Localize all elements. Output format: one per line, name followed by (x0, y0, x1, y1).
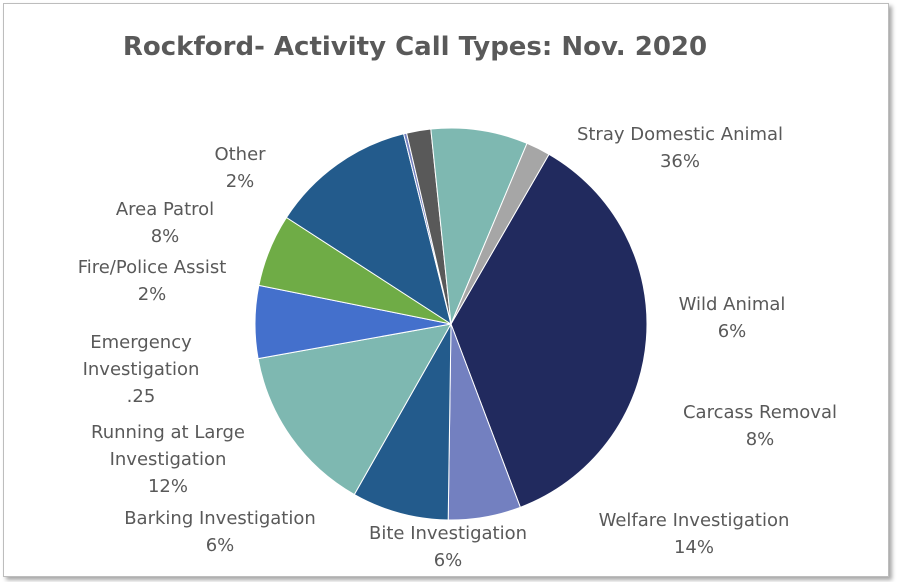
slice-label-running-at-large-investigation: Running at Large Investigation 12% (91, 422, 245, 497)
chart-title: Rockford- Activity Call Types: Nov. 2020 (122, 32, 708, 62)
slice-label-welfare-investigation: Welfare Investigation 14% (599, 510, 790, 558)
slice-label-barking-investigation: Barking Investigation 6% (124, 508, 316, 556)
pie-labels: Stray Domestic Animal 36% Wild Animal 6% Car… (78, 124, 837, 571)
slice-label-wild-animal: Wild Animal 6% (679, 294, 786, 342)
pie-slices (254, 127, 648, 521)
slice-label-emergency-investigation: Emergency Investigation .25 (83, 332, 200, 407)
slice-label-other: Other 2% (214, 144, 266, 192)
slice-label-stray-domestic-animal: Stray Domestic Animal 36% (577, 124, 783, 172)
pie-slice-other (450, 142, 550, 325)
slice-label-carcass-removal: Carcass Removal 8% (683, 402, 837, 450)
pie-slice-area-patrol (430, 127, 528, 325)
pie-slice-stray-domestic-animal (450, 153, 648, 508)
slice-label-area-patrol: Area Patrol 8% (116, 199, 214, 247)
pie-slice-welfare-investigation (257, 323, 452, 496)
pie-slice-running-at-large-investigation (285, 133, 452, 326)
slice-label-fire-police-assist: Fire/Police Assist 2% (78, 257, 227, 305)
pie-slice-carcass-removal (353, 323, 452, 521)
slice-label-bite-investigation: Bite Investigation 6% (369, 523, 527, 571)
